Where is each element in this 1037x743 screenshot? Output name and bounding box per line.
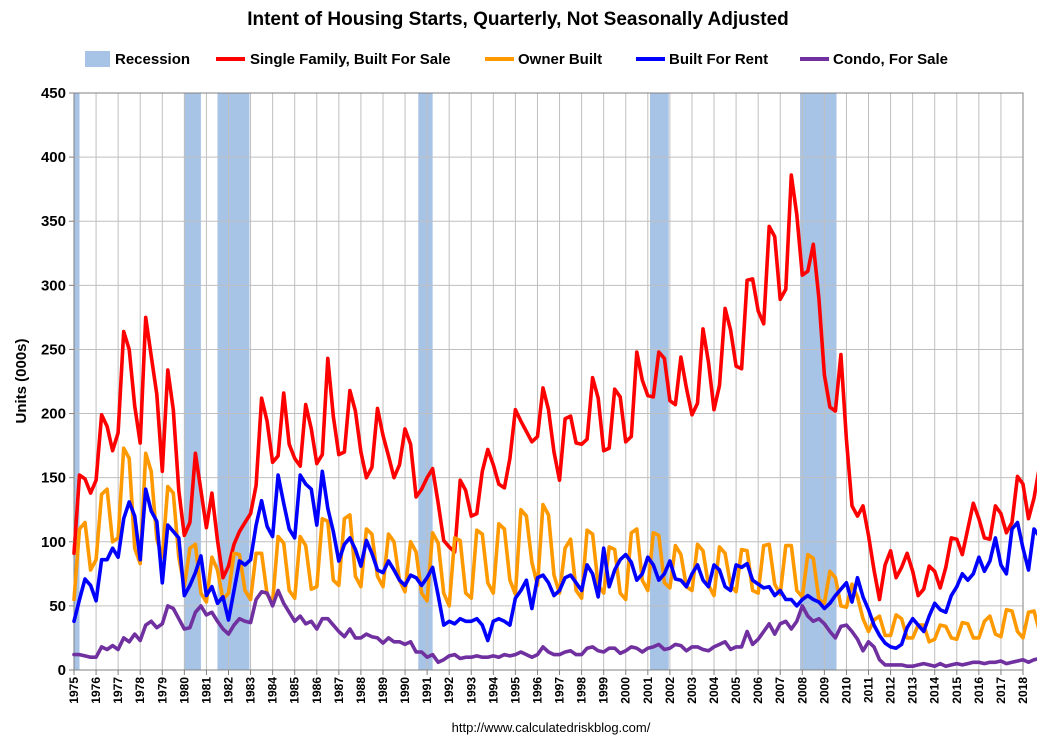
series-line-2 [72,469,1037,651]
x-tick-label: 2000 [619,677,633,704]
series-line-3 [72,588,1037,669]
y-tick-label: 300 [41,277,66,294]
x-tick-label: 2014 [928,677,942,704]
x-tick-label: 1996 [530,677,544,704]
x-tick-label: 1982 [221,677,235,704]
x-tick-label: 1977 [111,677,125,704]
legend-label-owner-built: Owner Built [518,51,602,68]
x-tick-label: 2004 [707,677,721,704]
legend-label-single-family: Single Family, Built For Sale [250,51,451,68]
x-tick-label: 1988 [354,677,368,704]
x-tick-label: 2010 [839,677,853,704]
legend: Recession Single Family, Built For Sale … [85,51,948,68]
x-tick-label: 1976 [89,677,103,704]
x-tick-label: 1993 [464,677,478,704]
y-tick-label: 100 [41,534,66,551]
x-tick-label: 1989 [376,677,390,704]
x-tick-label: 2003 [685,677,699,704]
x-tick-label: 2013 [906,677,920,704]
x-tick-label: 2001 [641,677,655,704]
x-tick-label: 2009 [817,677,831,704]
series-lines [72,173,1037,669]
series-line-1 [72,446,1037,644]
x-tick-label: 1995 [508,677,522,704]
x-tick-label: 1983 [244,677,258,704]
x-tick-label: 1990 [398,677,412,704]
x-tick-label: 2005 [729,677,743,704]
plot-area-border [73,92,1024,671]
x-tick-label: 1987 [332,677,346,704]
x-tick-label: 1980 [177,677,191,704]
x-tick-label: 2008 [795,677,809,704]
x-tick-label: 2006 [751,677,765,704]
y-axis-label: Units (000s) [13,338,30,423]
legend-label-recession: Recession [115,51,190,68]
y-tick-label: 0 [58,662,66,679]
x-tick-label: 1998 [575,677,589,704]
x-tick-label: 1999 [597,677,611,704]
x-tick-label: 1984 [266,677,280,704]
chart-title: Intent of Housing Starts, Quarterly, Not… [247,9,789,30]
x-tick-label: 2017 [994,677,1008,704]
x-tick-label: 1997 [553,677,567,704]
x-tick-label: 1979 [155,677,169,704]
legend-swatch-recession [85,51,110,67]
x-tick-label: 1994 [486,677,500,704]
x-tick-label: 2002 [663,677,677,704]
x-tick-label: 2018 [1016,677,1030,704]
y-tick-label: 150 [41,470,66,487]
x-tick-label: 1985 [288,677,302,704]
recession-band-4 [650,93,669,670]
x-tick-label: 1986 [310,677,324,704]
x-tick-label: 2016 [972,677,986,704]
x-tick-label: 2012 [884,677,898,704]
y-tick-label: 350 [41,213,66,230]
x-tick-label: 1981 [199,677,213,704]
x-tick-label: 2015 [950,677,964,704]
legend-label-condo: Condo, For Sale [833,51,948,68]
source-url: http://www.calculatedriskblog.com/ [452,720,651,735]
y-tick-label: 250 [41,341,66,358]
y-tick-label: 400 [41,149,66,166]
x-tick-label: 1992 [442,677,456,704]
y-tick-label: 200 [41,406,66,423]
recession-band-3 [418,93,433,670]
x-tick-label: 1975 [67,677,81,704]
x-tick-label: 2007 [773,677,787,704]
y-tick-label: 450 [41,85,66,102]
legend-label-built-for-rent: Built For Rent [669,51,768,68]
x-axis-ticks: 1975 1976 1977 1978 1979 1980 1981 1982 1983 1984… [67,670,1030,704]
series-line-0 [72,173,1037,602]
y-axis-ticks: 0 50 100 150 200 250 300 350 400 450 [41,85,74,679]
x-tick-label: 1978 [133,677,147,704]
y-tick-label: 50 [49,598,66,615]
x-tick-label: 1991 [420,677,434,704]
recession-band-0 [74,93,80,670]
x-tick-label: 2011 [862,677,876,703]
